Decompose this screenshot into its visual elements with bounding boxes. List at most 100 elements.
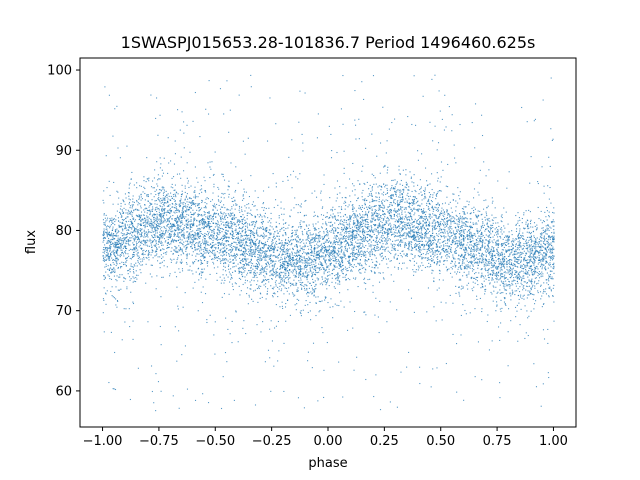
- data-point: [133, 280, 135, 282]
- data-point: [431, 173, 433, 175]
- data-point: [278, 276, 280, 278]
- data-point: [492, 250, 494, 252]
- data-point: [246, 287, 249, 289]
- data-point: [480, 249, 482, 251]
- data-point: [355, 265, 357, 268]
- data-point: [288, 258, 290, 260]
- data-point: [372, 230, 374, 232]
- data-point: [421, 256, 423, 258]
- data-point: [175, 229, 177, 231]
- data-point: [390, 208, 392, 211]
- data-point: [375, 215, 377, 217]
- data-point: [501, 249, 503, 251]
- data-point: [205, 248, 207, 250]
- data-point: [516, 271, 518, 273]
- data-point: [429, 240, 431, 242]
- data-point: [105, 254, 107, 256]
- data-point: [299, 283, 302, 286]
- data-point: [518, 240, 521, 242]
- data-point: [511, 263, 513, 266]
- data-point: [366, 231, 368, 233]
- data-point: [335, 241, 337, 243]
- data-point: [314, 288, 316, 290]
- data-point: [361, 267, 363, 269]
- data-point: [345, 273, 347, 276]
- data-point: [213, 228, 215, 230]
- data-point: [126, 248, 128, 250]
- data-point: [251, 245, 254, 247]
- data-point: [164, 233, 166, 235]
- data-point: [318, 253, 320, 255]
- data-point: [189, 223, 191, 225]
- data-point: [203, 221, 205, 223]
- data-point: [416, 198, 418, 200]
- data-point: [199, 244, 201, 246]
- data-point: [530, 236, 532, 238]
- data-point: [457, 268, 459, 270]
- data-point: [413, 207, 415, 209]
- data-point: [213, 231, 215, 233]
- data-point: [160, 202, 162, 204]
- data-point: [373, 267, 375, 269]
- data-point: [288, 243, 290, 245]
- data-point: [402, 195, 404, 198]
- data-point: [155, 208, 157, 210]
- data-point: [338, 267, 340, 270]
- data-point: [401, 199, 403, 201]
- data-point: [366, 260, 368, 262]
- data-point: [509, 255, 511, 257]
- data-point: [278, 215, 280, 217]
- data-point: [230, 278, 232, 280]
- data-point: [376, 237, 378, 239]
- data-point: [158, 241, 160, 243]
- data-point: [507, 241, 509, 243]
- data-point: [246, 241, 248, 244]
- data-point: [121, 209, 123, 211]
- data-point: [514, 280, 516, 282]
- data-point: [295, 275, 297, 277]
- data-point: [550, 257, 552, 259]
- data-point: [140, 236, 142, 238]
- data-point: [320, 192, 322, 194]
- data-point: [223, 204, 225, 206]
- data-point: [159, 226, 161, 228]
- data-point: [486, 263, 488, 265]
- data-point: [527, 224, 529, 226]
- data-point: [542, 227, 544, 229]
- data-point: [454, 243, 456, 245]
- data-point: [335, 236, 337, 238]
- data-point: [171, 231, 173, 233]
- data-point: [337, 219, 339, 221]
- data-point: [325, 284, 327, 286]
- data-point: [170, 215, 172, 217]
- data-point: [527, 294, 529, 296]
- data-point: [449, 201, 451, 203]
- data-point: [511, 243, 513, 245]
- data-point: [260, 214, 262, 217]
- data-point: [136, 215, 138, 217]
- data-point: [551, 249, 554, 251]
- data-point: [257, 301, 259, 303]
- data-point: [461, 216, 463, 218]
- data-point: [340, 263, 342, 265]
- data-point: [402, 234, 404, 236]
- data-point: [440, 210, 442, 212]
- data-point: [550, 252, 552, 254]
- data-point: [513, 253, 515, 255]
- data-point: [521, 267, 523, 270]
- data-point: [280, 242, 282, 244]
- data-point: [244, 279, 247, 281]
- data-point: [436, 227, 438, 229]
- data-point: [461, 207, 463, 210]
- data-point: [528, 244, 530, 246]
- data-point: [250, 214, 252, 216]
- data-point: [219, 208, 222, 210]
- data-point: [115, 244, 117, 247]
- data-point: [125, 234, 127, 236]
- data-point: [425, 240, 427, 242]
- data-point: [241, 239, 243, 241]
- data-point: [348, 257, 350, 259]
- data-point: [450, 235, 453, 237]
- data-point: [469, 221, 472, 223]
- data-point: [552, 267, 554, 269]
